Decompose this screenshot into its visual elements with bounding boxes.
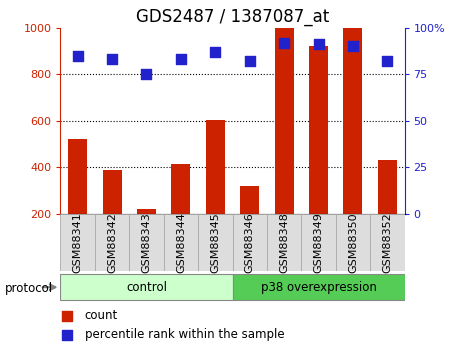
- Point: [64, 313, 71, 318]
- Bar: [172, 164, 190, 260]
- Text: percentile rank within the sample: percentile rank within the sample: [85, 328, 284, 341]
- FancyBboxPatch shape: [232, 274, 405, 300]
- FancyBboxPatch shape: [95, 214, 129, 271]
- Point: [74, 53, 81, 58]
- Text: GSM88344: GSM88344: [176, 212, 186, 273]
- Title: GDS2487 / 1387087_at: GDS2487 / 1387087_at: [136, 8, 329, 26]
- FancyBboxPatch shape: [129, 214, 164, 271]
- Text: protocol: protocol: [5, 282, 53, 295]
- Point: [64, 332, 71, 337]
- Text: GSM88346: GSM88346: [245, 212, 255, 273]
- Text: control: control: [126, 281, 167, 294]
- Point: [212, 49, 219, 55]
- Text: count: count: [85, 309, 118, 322]
- Bar: [206, 120, 225, 260]
- Bar: [68, 139, 87, 260]
- Text: GSM88341: GSM88341: [73, 212, 83, 273]
- Point: [315, 42, 322, 47]
- Point: [280, 40, 288, 45]
- FancyBboxPatch shape: [370, 214, 405, 271]
- Bar: [378, 160, 397, 260]
- FancyBboxPatch shape: [164, 214, 198, 271]
- Point: [349, 43, 357, 49]
- Point: [143, 71, 150, 77]
- FancyBboxPatch shape: [336, 214, 370, 271]
- Bar: [275, 28, 293, 260]
- Text: GSM88349: GSM88349: [313, 212, 324, 273]
- Point: [108, 57, 116, 62]
- Text: GSM88345: GSM88345: [210, 212, 220, 273]
- Text: p38 overexpression: p38 overexpression: [260, 281, 377, 294]
- Bar: [344, 28, 362, 260]
- Text: GSM88343: GSM88343: [141, 212, 152, 273]
- Bar: [240, 186, 259, 260]
- Text: GSM88350: GSM88350: [348, 212, 358, 273]
- FancyBboxPatch shape: [60, 214, 95, 271]
- Point: [246, 58, 253, 64]
- Bar: [137, 209, 156, 260]
- Point: [177, 57, 185, 62]
- FancyBboxPatch shape: [232, 214, 267, 271]
- FancyBboxPatch shape: [60, 274, 232, 300]
- Bar: [103, 170, 121, 260]
- Text: GSM88348: GSM88348: [279, 212, 289, 273]
- FancyBboxPatch shape: [198, 214, 232, 271]
- Text: GSM88342: GSM88342: [107, 212, 117, 273]
- Text: GSM88352: GSM88352: [382, 212, 392, 273]
- Bar: [309, 46, 328, 260]
- Point: [384, 58, 391, 64]
- FancyBboxPatch shape: [301, 214, 336, 271]
- FancyBboxPatch shape: [267, 214, 301, 271]
